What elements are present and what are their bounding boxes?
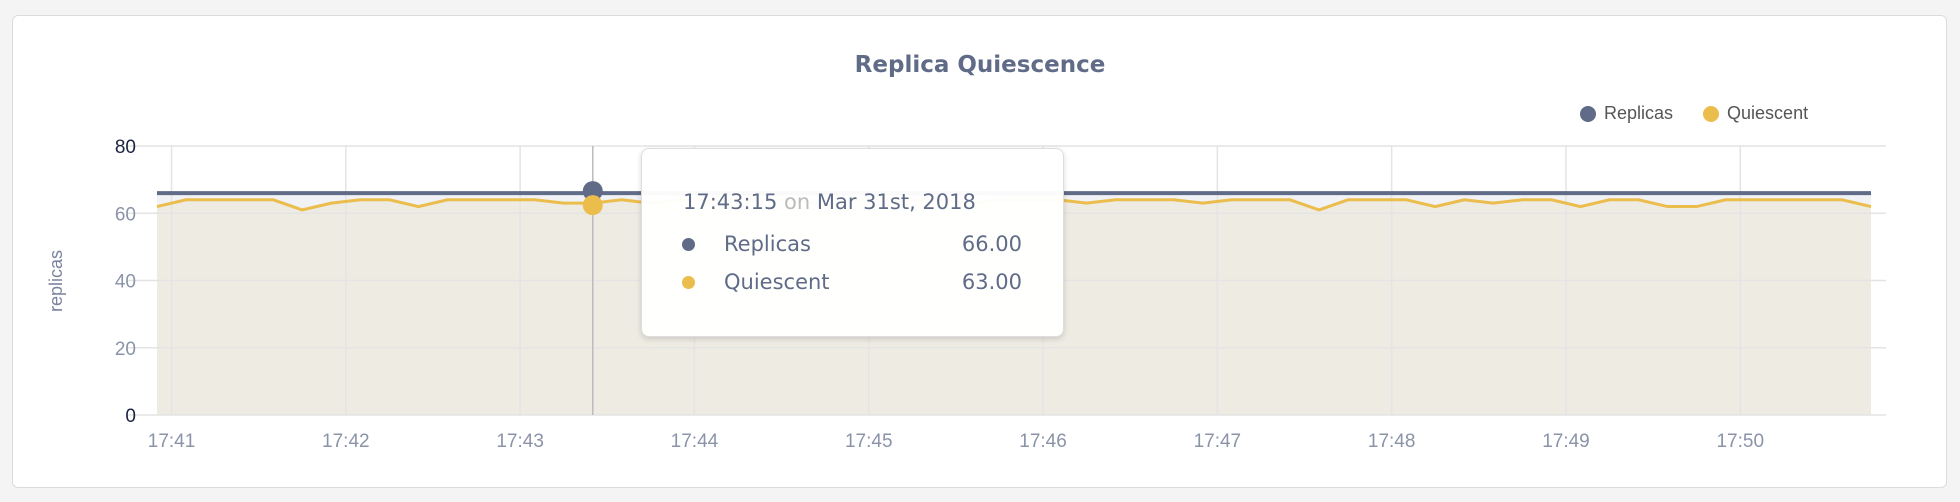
chart-title: Replica Quiescence bbox=[854, 52, 1106, 78]
x-tick-label: 17:46 bbox=[1019, 431, 1067, 452]
x-tick-label: 17:48 bbox=[1368, 431, 1416, 452]
tooltip-label: Replicas bbox=[724, 232, 811, 256]
y-tick-label: 60 bbox=[115, 204, 136, 225]
tooltip-dot-replicas bbox=[682, 237, 695, 251]
legend-item-replicas[interactable]: Replicas bbox=[1580, 103, 1673, 124]
x-tick-label: 17:47 bbox=[1194, 431, 1242, 452]
legend-item-quiescent[interactable]: Quiescent bbox=[1703, 103, 1808, 124]
x-tick-label: 17:50 bbox=[1716, 431, 1764, 452]
y-tick-label: 0 bbox=[125, 406, 136, 427]
x-tick-label: 17:42 bbox=[322, 431, 370, 452]
tooltip-value: 63.00 bbox=[961, 270, 1022, 294]
y-tick-label: 40 bbox=[115, 272, 136, 293]
tooltip-row-quiescent: Quiescent 63.00 bbox=[682, 267, 1022, 297]
x-tick-label: 17:41 bbox=[148, 431, 196, 452]
hover-marker-quiescent bbox=[582, 195, 603, 216]
tooltip-time-value: 17:43:15 bbox=[683, 190, 778, 214]
tooltip-date: Mar 31st, 2018 bbox=[816, 190, 976, 214]
y-tick-label: 80 bbox=[115, 137, 136, 158]
x-tick-label: 17:45 bbox=[845, 431, 893, 452]
legend: Replicas Quiescent bbox=[1580, 103, 1808, 124]
legend-label: Quiescent bbox=[1727, 103, 1809, 123]
tooltip-time: 17:43:15 on Mar 31st, 2018 bbox=[683, 190, 976, 214]
x-tick-label: 17:49 bbox=[1542, 431, 1590, 452]
tooltip-row-replicas: Replicas 66.00 bbox=[682, 229, 1022, 259]
y-tick-label: 20 bbox=[115, 339, 136, 360]
x-tick-label: 17:43 bbox=[496, 431, 544, 452]
hover-marker-replicas bbox=[582, 181, 603, 202]
x-tick-label: 17:44 bbox=[671, 431, 719, 452]
tooltip: 17:43:15 on Mar 31st, 2018 Replicas 66.0… bbox=[641, 148, 1064, 337]
legend-dot-replicas bbox=[1580, 105, 1596, 122]
tooltip-dot-quiescent bbox=[682, 275, 695, 289]
y-axis-label: replicas bbox=[46, 250, 66, 312]
tooltip-on: on bbox=[784, 190, 811, 214]
tooltip-label: Quiescent bbox=[724, 270, 830, 294]
tooltip-value: 66.00 bbox=[961, 232, 1022, 256]
legend-dot-quiescent bbox=[1703, 105, 1720, 122]
legend-label: Replicas bbox=[1604, 103, 1674, 123]
